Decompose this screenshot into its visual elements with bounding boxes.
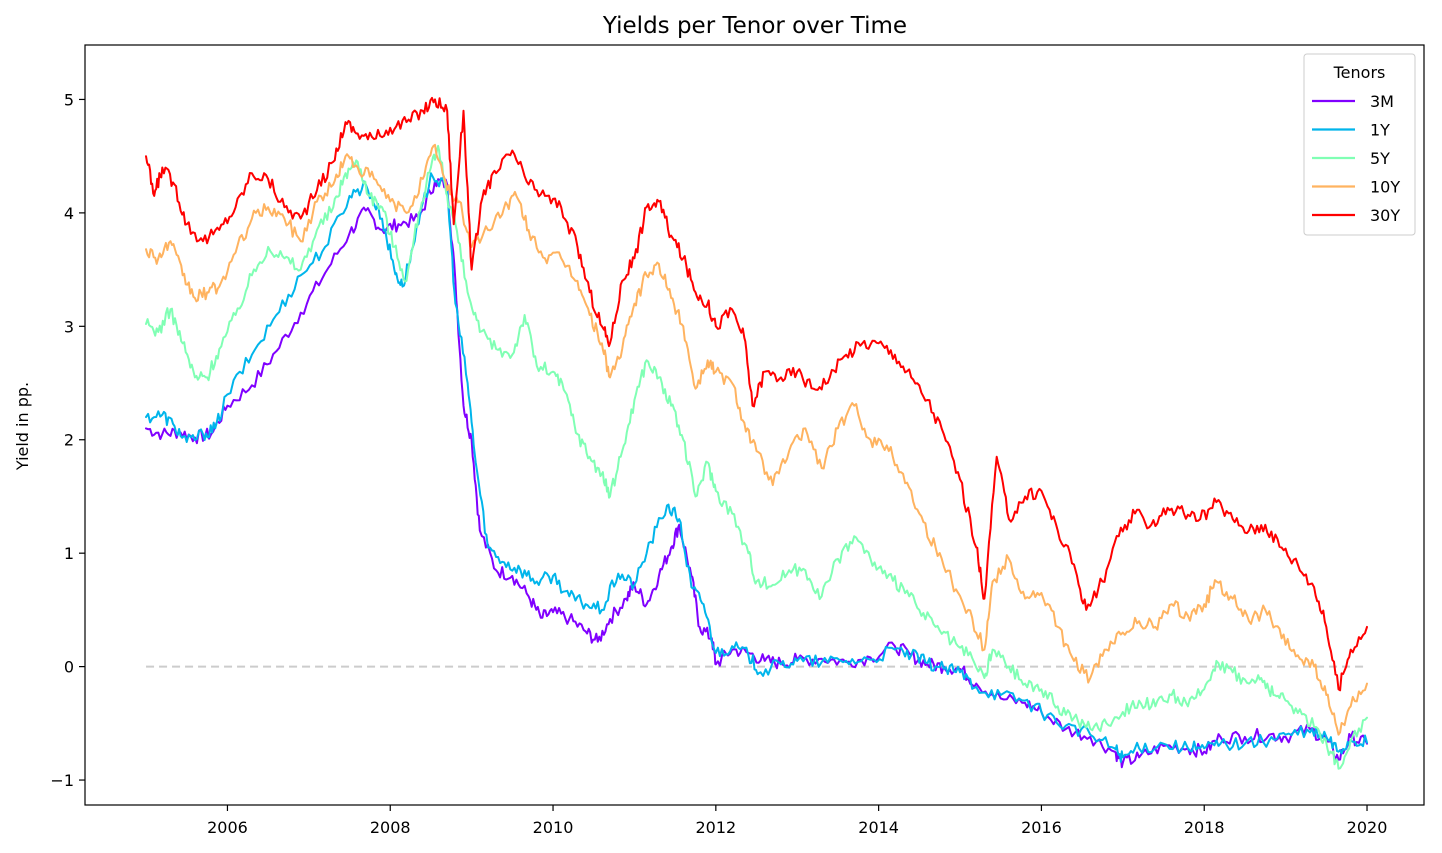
x-tick-label: 2006 bbox=[207, 818, 248, 837]
legend-label-5y: 5Y bbox=[1370, 149, 1390, 168]
y-tick-label: 5 bbox=[64, 90, 74, 109]
legend-label-1y: 1Y bbox=[1370, 121, 1390, 140]
series-layer bbox=[145, 96, 1368, 770]
y-axis: −1 0 1 2 3 4 5 bbox=[50, 90, 85, 790]
legend: Tenors 3M 1Y 5Y 10Y 30Y bbox=[1303, 53, 1416, 236]
x-tick-label: 2016 bbox=[1021, 818, 1062, 837]
x-tick-label: 2010 bbox=[533, 818, 574, 837]
y-tick-label: −1 bbox=[50, 771, 74, 790]
x-tick-label: 2014 bbox=[858, 818, 899, 837]
y-tick-label: 3 bbox=[64, 317, 74, 336]
plot-frame bbox=[84, 44, 1425, 806]
legend-label-30y: 30Y bbox=[1370, 206, 1400, 225]
y-tick-label: 0 bbox=[64, 658, 74, 677]
x-tick-label: 2020 bbox=[1347, 818, 1388, 837]
x-tick-label: 2018 bbox=[1184, 818, 1225, 837]
y-axis-label: Yield in pp. bbox=[13, 382, 32, 471]
legend-label-10y: 10Y bbox=[1370, 178, 1400, 197]
legend-title: Tenors bbox=[1333, 63, 1386, 82]
chart-title: Yields per Tenor over Time bbox=[602, 13, 907, 39]
series-line-1y bbox=[145, 172, 1368, 763]
x-axis: 2006 2008 2010 2012 2014 2016 2018 2020 bbox=[207, 805, 1387, 837]
legend-label-3m: 3M bbox=[1370, 92, 1394, 111]
series-line-30y bbox=[145, 96, 1368, 692]
y-tick-label: 2 bbox=[64, 431, 74, 450]
x-tick-label: 2008 bbox=[370, 818, 411, 837]
x-tick-label: 2012 bbox=[695, 818, 736, 837]
y-tick-label: 4 bbox=[64, 204, 74, 223]
legend-box bbox=[1303, 53, 1416, 236]
series-line-3m bbox=[145, 177, 1368, 769]
y-tick-label: 1 bbox=[64, 544, 74, 563]
series-line-10y bbox=[145, 143, 1368, 736]
legend-entries: 3M 1Y 5Y 10Y 30Y bbox=[1312, 92, 1400, 225]
